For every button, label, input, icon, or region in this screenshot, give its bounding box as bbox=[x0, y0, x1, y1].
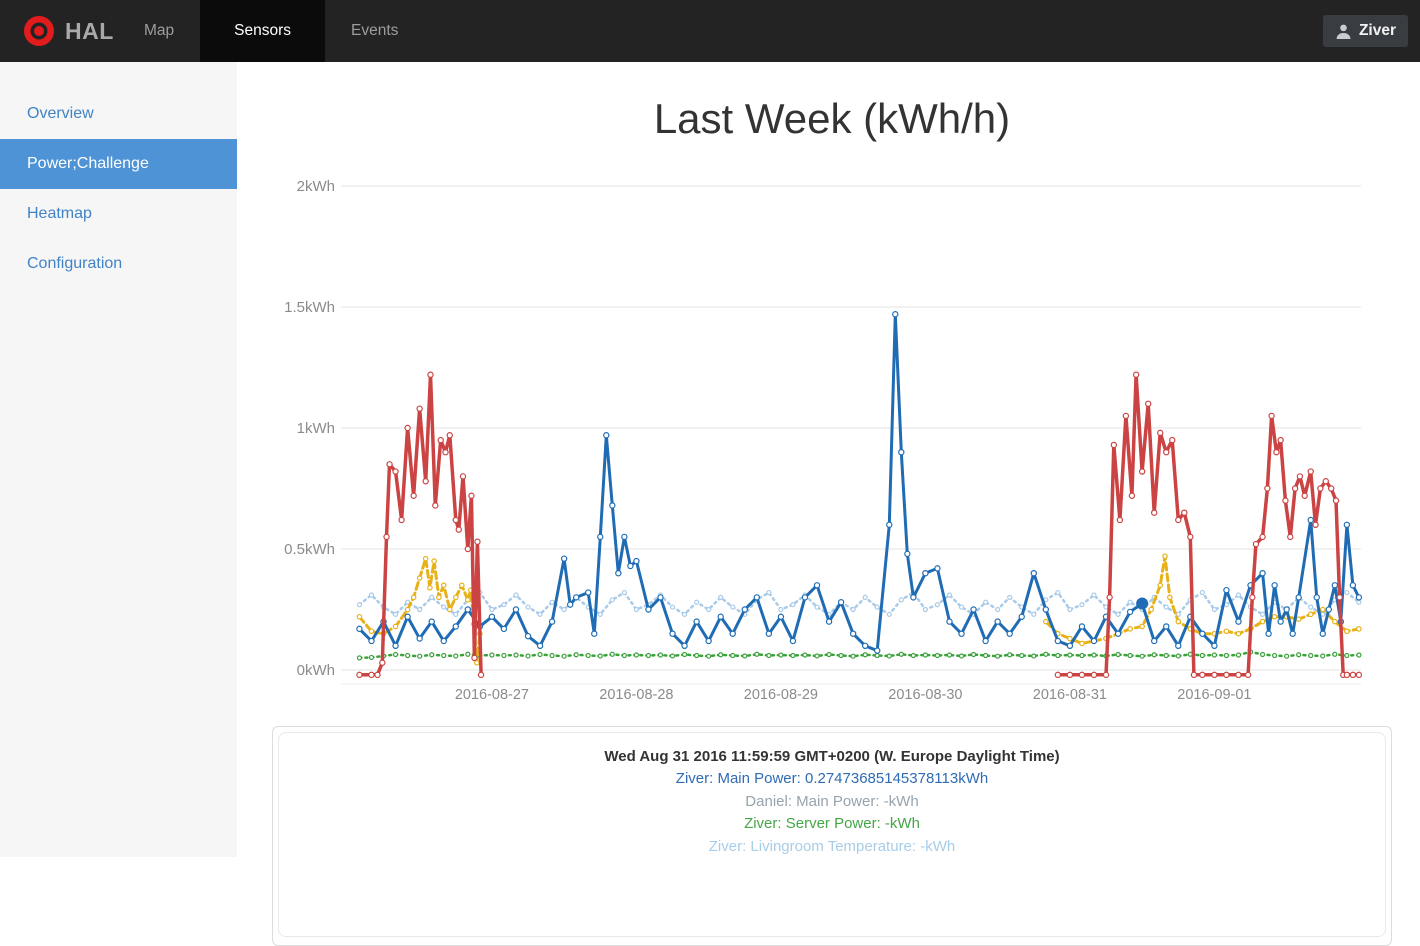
tooltip-row: Ziver: Server Power: -kWh bbox=[279, 813, 1385, 835]
main-content: Last Week (kWh/h) 0kWh 0.5kWh 1kWh 1.5kWh 2k… bbox=[237, 62, 1420, 857]
x-axis-label: 2016-08-28 bbox=[599, 687, 673, 703]
sidebar-item-configuration[interactable]: Configuration bbox=[0, 239, 237, 289]
y-axis-label: 0kWh bbox=[297, 662, 335, 679]
x-axis-label: 2016-08-30 bbox=[888, 687, 962, 703]
x-axis-label: 2016-08-27 bbox=[455, 687, 529, 703]
hal-target-logo-icon bbox=[22, 14, 56, 48]
y-axis-label: 1kWh bbox=[297, 420, 335, 437]
user-menu-button[interactable]: Ziver bbox=[1323, 15, 1408, 47]
y-axis-label: 2kWh bbox=[297, 178, 335, 195]
tooltip-row: Ziver: Main Power: 0.27473685145378113kW… bbox=[279, 768, 1385, 790]
x-axis-label: 2016-08-31 bbox=[1033, 687, 1107, 703]
nav-item-sensors[interactable]: Sensors bbox=[200, 0, 325, 62]
sidebar-item-power-challenge[interactable]: Power;Challenge bbox=[0, 139, 237, 189]
tooltip-rows: Ziver: Main Power: 0.27473685145378113kW… bbox=[279, 768, 1385, 858]
series-line bbox=[359, 652, 1359, 658]
brand-label: HAL bbox=[65, 18, 114, 45]
user-name-label: Ziver bbox=[1359, 22, 1396, 40]
sidebar-item-heatmap[interactable]: Heatmap bbox=[0, 189, 237, 239]
series-line bbox=[359, 593, 1359, 615]
chart-svg[interactable]: 0kWh 0.5kWh 1kWh 1.5kWh 2kWh 2016-08-27 2016-0… bbox=[272, 160, 1392, 716]
chart-title: Last Week (kWh/h) bbox=[272, 95, 1392, 143]
series-line bbox=[1046, 556, 1359, 643]
chart-legend-panel: Wed Aug 31 2016 11:59:59 GMT+0200 (W. Eu… bbox=[272, 726, 1392, 946]
nav-item-events[interactable]: Events bbox=[325, 0, 424, 62]
y-axis-label: 1.5kWh bbox=[284, 299, 335, 316]
x-axis-label: 2016-08-29 bbox=[744, 687, 818, 703]
user-icon bbox=[1335, 23, 1352, 40]
brand[interactable]: HAL bbox=[22, 0, 114, 62]
tooltip-row: Ziver: Livingroom Temperature: -kWh bbox=[279, 836, 1385, 858]
nav-item-map[interactable]: Map bbox=[118, 0, 200, 62]
sidebar-item-overview[interactable]: Overview bbox=[0, 89, 237, 139]
tooltip-timestamp: Wed Aug 31 2016 11:59:59 GMT+0200 (W. Eu… bbox=[279, 746, 1385, 768]
chart-tooltip-box: Wed Aug 31 2016 11:59:59 GMT+0200 (W. Eu… bbox=[278, 732, 1386, 937]
tooltip-row: Daniel: Main Power: -kWh bbox=[279, 791, 1385, 813]
y-axis-label: 0.5kWh bbox=[284, 541, 335, 558]
x-axis-label: 2016-09-01 bbox=[1177, 687, 1251, 703]
hover-point-marker bbox=[1136, 598, 1148, 610]
